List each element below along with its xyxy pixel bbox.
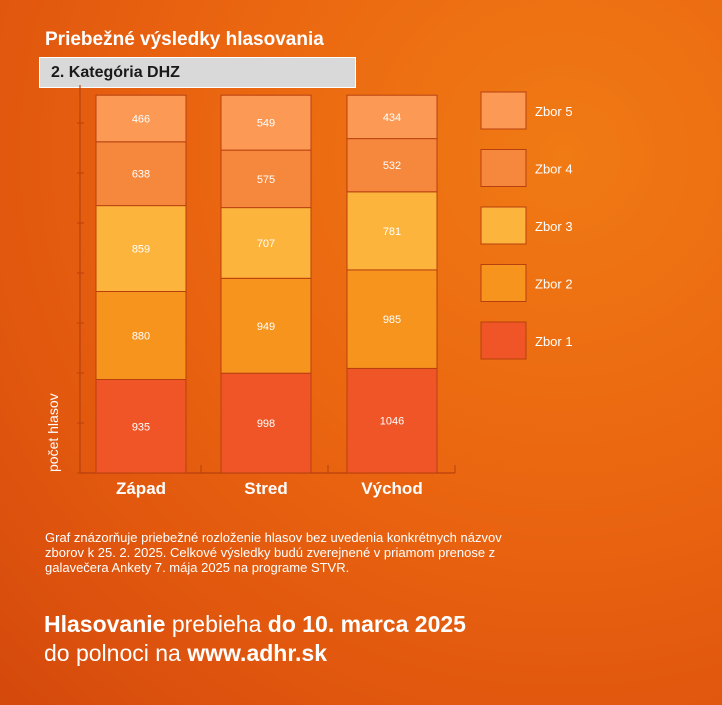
bar-segment-západ-zbor-4: [95, 141, 187, 207]
cta-voting-word: Hlasovanie: [44, 611, 166, 637]
legend-swatch: [480, 206, 527, 245]
bar-segment-západ-zbor-5: [95, 94, 187, 143]
bar-segment-stred-zbor-3: [220, 207, 312, 279]
cta-ongoing-word: prebieha: [171, 611, 262, 637]
data-label: 434: [383, 112, 401, 124]
cta-line-2: do polnoci na www.adhr.sk: [44, 639, 466, 668]
data-label: 532: [383, 160, 401, 172]
legend-swatch: [480, 264, 527, 302]
x-tick-label-1: Stred: [244, 479, 287, 498]
data-label: 1046: [380, 416, 404, 428]
legend-swatch: [480, 91, 527, 130]
bar-segment-stred-zbor-4: [220, 149, 312, 209]
legend-label: Zbor 4: [535, 162, 573, 177]
cta-until-text: do polnoci na: [44, 640, 181, 666]
cta-deadline: do 10. marca 2025: [267, 611, 466, 637]
bar-segment-východ-zbor-1: [346, 367, 438, 474]
legend-label: Zbor 5: [535, 104, 573, 119]
data-label: 998: [257, 418, 275, 430]
data-label: 707: [257, 238, 275, 250]
x-tick-label-2: Východ: [361, 479, 422, 498]
bar-segment-stred-zbor-1: [220, 372, 312, 474]
cta-website-link[interactable]: www.adhr.sk: [187, 640, 327, 666]
legend-label: Zbor 3: [535, 219, 573, 234]
data-label: 549: [257, 118, 275, 130]
legend-swatch: [480, 321, 527, 360]
data-label: 638: [132, 169, 150, 181]
legend-label: Zbor 2: [535, 277, 573, 292]
bar-segment-východ-zbor-3: [346, 191, 438, 271]
data-label: 880: [132, 331, 150, 343]
data-label: 859: [132, 244, 150, 256]
category-banner: 2. Kategória DHZ: [39, 57, 356, 88]
data-label: 781: [383, 226, 401, 238]
bar-segment-východ-zbor-5: [346, 94, 438, 140]
data-label: 949: [257, 321, 275, 333]
chart-legend: Zbor 5 Zbor 4 Zbor 3 Zbor 2 Zbor 1: [480, 91, 573, 360]
data-label: 575: [257, 174, 275, 186]
cta-line-1: Hlasovanie prebieha do 10. marca 2025: [44, 610, 466, 639]
footnote: Graf znázorňuje priebežné rozloženie hla…: [45, 530, 502, 575]
category-label: 2. Kategória DHZ: [51, 64, 180, 81]
call-to-action: Hlasovanie prebieha do 10. marca 2025 do…: [44, 610, 466, 668]
data-label: 466: [132, 114, 150, 126]
chart-bars: 935 880 859 638 466 Západ 998 949 707 575 549 Stred…: [95, 94, 438, 498]
bar-segment-západ-zbor-3: [95, 205, 187, 293]
x-tick-label-0: Západ: [116, 479, 166, 498]
data-label: 935: [132, 421, 150, 433]
page-title: Priebežné výsledky hlasovania: [45, 29, 324, 50]
data-label: 985: [383, 314, 401, 326]
bar-segment-východ-zbor-2: [346, 269, 438, 369]
y-axis-label: počet hlasov: [45, 393, 61, 472]
bar-segment-východ-zbor-4: [346, 138, 438, 193]
bar-segment-stred-zbor-5: [220, 94, 312, 151]
legend-label: Zbor 1: [535, 334, 573, 349]
legend-swatch: [480, 149, 527, 187]
